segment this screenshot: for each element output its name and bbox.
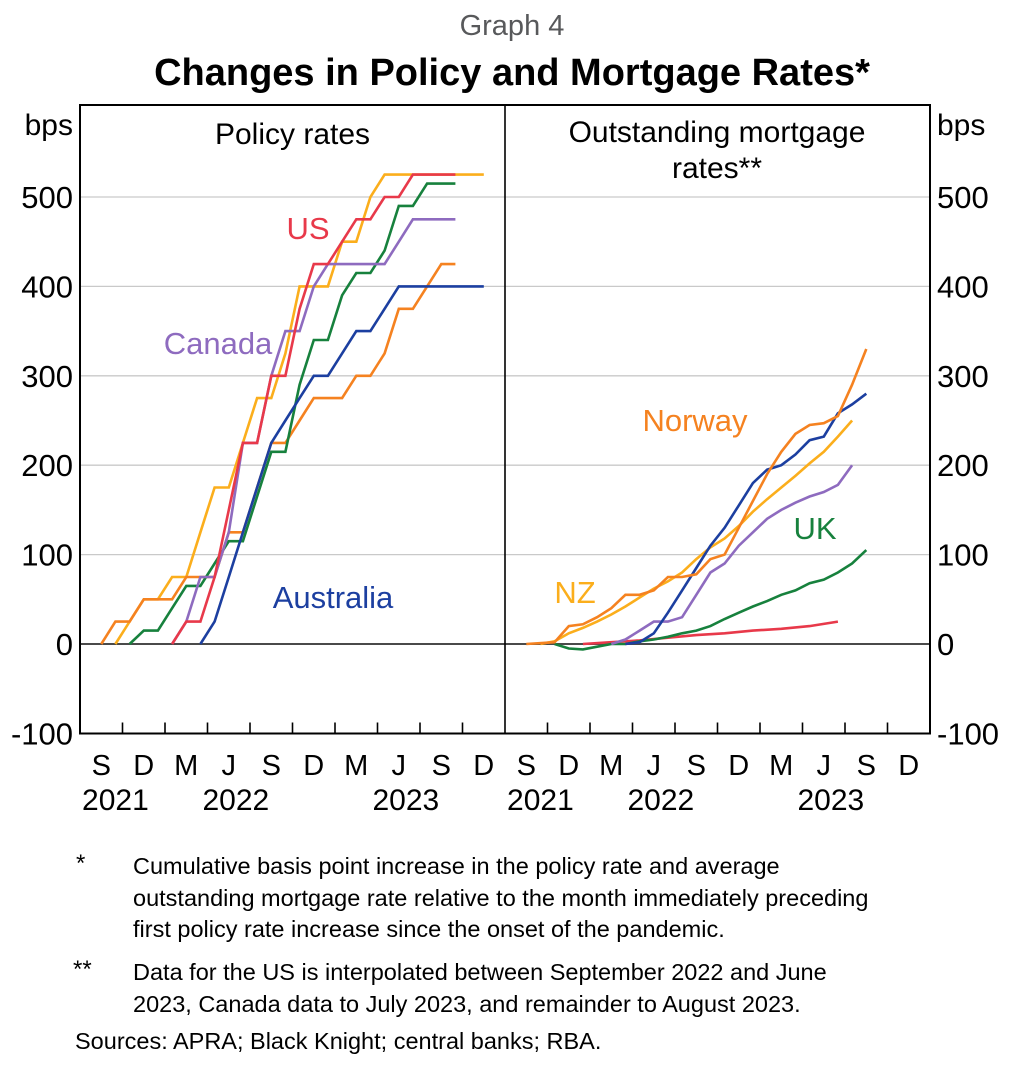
series-label-nz: NZ — [554, 575, 595, 610]
x-month-label: J — [817, 750, 832, 782]
series-line-policy-uk — [128, 182, 456, 645]
x-month-label: S — [517, 750, 536, 782]
y-tick-label-right-200: 200 — [937, 448, 989, 483]
x-year-label: 2022 — [202, 784, 269, 817]
x-month-label: S — [857, 750, 876, 782]
x-month-label: M — [599, 750, 623, 782]
series-label-canada: Canada — [164, 326, 273, 361]
footnote-2-text: Data for the US is interpolated between … — [133, 957, 827, 1020]
x-month-label: M — [174, 750, 198, 782]
footnote-1-line-2: outstanding mortgage rate relative to th… — [133, 884, 869, 911]
y-tick-label-right--100: -100 — [937, 716, 999, 751]
y-tick-label-right-0: 0 — [937, 627, 954, 662]
series-line-policy-nz — [114, 173, 484, 645]
series-line-policy-canada — [171, 218, 456, 645]
x-month-label: D — [133, 750, 154, 782]
sources-line: Sources: APRA; Black Knight; central ban… — [75, 1028, 602, 1054]
x-month-label: D — [303, 750, 324, 782]
x-month-label: J — [647, 750, 662, 782]
series-line-mortgage-nz — [540, 419, 854, 646]
x-month-label: M — [344, 750, 368, 782]
series-label-norway: Norway — [642, 403, 748, 438]
x-month-label: S — [92, 750, 111, 782]
series-line-policy-australia — [199, 285, 484, 645]
x-month-label: S — [687, 750, 706, 782]
footnote-2-line-2: 2023, Canada data to July 2023, and rema… — [133, 990, 801, 1017]
footnote-1-line-1: Cumulative basis point increase in the p… — [133, 853, 780, 879]
y-axis-unit-left: bps — [25, 109, 73, 142]
page-title: Changes in Policy and Mortgage Rates* — [154, 52, 870, 94]
x-year-label: 2022 — [627, 784, 694, 817]
y-tick-label-left-0: 0 — [56, 627, 73, 662]
series-line-mortgage-uk — [554, 549, 868, 651]
footnote-2-marker: ** — [73, 956, 92, 983]
y-tick-label-right-500: 500 — [937, 180, 989, 215]
panel-title-mortgage-rates: Outstanding mortgage rates** — [568, 116, 866, 185]
series-line-mortgage-us — [582, 620, 839, 646]
x-year-label: 2021 — [82, 784, 149, 817]
x-year-label: 2023 — [797, 784, 864, 817]
y-tick-label-left-200: 200 — [21, 448, 73, 483]
x-month-label: S — [432, 750, 451, 782]
footnote-1-line-3: first policy rate increase since the ons… — [133, 916, 725, 942]
series-line-policy-norway — [100, 262, 456, 645]
x-year-label: 2021 — [507, 784, 574, 817]
x-month-label: M — [769, 750, 793, 782]
y-tick-label-left-400: 400 — [21, 269, 73, 304]
x-year-label: 2023 — [372, 784, 439, 817]
series-label-australia: Australia — [273, 580, 394, 615]
panel-title-policy-rates: Policy rates — [214, 118, 371, 151]
chart-svg: 500 500 400 400 300 300 200 200 100 100 0 0 -100 -100… — [11, 104, 999, 817]
y-tick-label-left-500: 500 — [21, 180, 73, 215]
y-tick-label-left-300: 300 — [21, 359, 73, 394]
y-tick-label-left-100: 100 — [21, 538, 73, 573]
y-tick-label-left--100: -100 — [11, 716, 73, 751]
series-label-uk: UK — [793, 511, 836, 546]
y-tick-label-right-100: 100 — [937, 538, 989, 573]
series-line-policy-us — [171, 173, 456, 645]
footnote-1-text: Cumulative basis point increase in the p… — [133, 851, 868, 946]
y-tick-label-right-300: 300 — [937, 359, 989, 394]
series-line-mortgage-canada — [610, 464, 854, 646]
y-axis-unit-right: bps — [937, 109, 985, 142]
x-month-label: S — [262, 750, 281, 782]
y-tick-label-right-400: 400 — [937, 269, 989, 304]
footnote-2-line-1: Data for the US is interpolated between … — [133, 959, 827, 985]
x-month-label: J — [222, 750, 237, 782]
series-line-mortgage-australia — [625, 392, 868, 646]
series-line-mortgage-norway — [526, 348, 868, 646]
x-month-label: J — [392, 750, 407, 782]
x-month-label: D — [898, 750, 919, 782]
x-month-label: D — [728, 750, 749, 782]
x-month-label: D — [558, 750, 579, 782]
x-month-label: D — [473, 750, 494, 782]
footnote-1-marker: * — [76, 850, 86, 877]
graph-number-label: Graph 4 — [459, 10, 565, 42]
series-label-us: US — [286, 211, 329, 246]
